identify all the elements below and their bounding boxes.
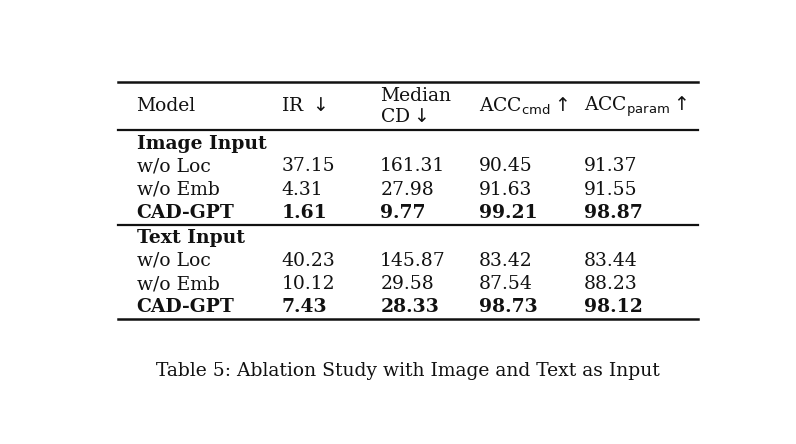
Text: 10.12: 10.12 [282,275,335,293]
Text: w/o Emb: w/o Emb [137,275,220,293]
Text: 83.42: 83.42 [479,252,533,270]
Text: ACC$_{\mathrm{param}}$$\uparrow$: ACC$_{\mathrm{param}}$$\uparrow$ [583,94,687,119]
Text: 91.63: 91.63 [479,181,533,199]
Text: 37.15: 37.15 [282,158,335,175]
Text: CAD-GPT: CAD-GPT [137,204,234,222]
Text: Image Input: Image Input [137,135,267,153]
Text: 99.21: 99.21 [479,204,537,222]
Text: ACC$_{\mathrm{cmd}}$$\uparrow$: ACC$_{\mathrm{cmd}}$$\uparrow$ [479,95,568,117]
Text: 40.23: 40.23 [282,252,335,270]
Text: Median
CD$\downarrow$: Median CD$\downarrow$ [380,87,451,126]
Text: IR $\downarrow$: IR $\downarrow$ [282,97,326,115]
Text: CAD-GPT: CAD-GPT [137,298,234,316]
Text: 98.12: 98.12 [583,298,642,316]
Text: 88.23: 88.23 [583,275,638,293]
Text: 98.87: 98.87 [583,204,642,222]
Text: 90.45: 90.45 [479,158,533,175]
Text: 9.77: 9.77 [380,204,426,222]
Text: w/o Loc: w/o Loc [137,158,210,175]
Text: Text Input: Text Input [137,229,244,247]
Text: 98.73: 98.73 [479,298,537,316]
Text: 161.31: 161.31 [380,158,446,175]
Text: 4.31: 4.31 [282,181,323,199]
Text: 91.37: 91.37 [583,158,638,175]
Text: 91.55: 91.55 [583,181,638,199]
Text: Model: Model [137,97,196,115]
Text: 83.44: 83.44 [583,252,638,270]
Text: 87.54: 87.54 [479,275,533,293]
Text: w/o Loc: w/o Loc [137,252,210,270]
Text: 29.58: 29.58 [380,275,434,293]
Text: 27.98: 27.98 [380,181,434,199]
Text: 145.87: 145.87 [380,252,446,270]
Text: 1.61: 1.61 [282,204,327,222]
Text: 7.43: 7.43 [282,298,327,316]
Text: Table 5: Ablation Study with Image and Text as Input: Table 5: Ablation Study with Image and T… [156,362,660,380]
Text: 28.33: 28.33 [380,298,439,316]
Text: w/o Emb: w/o Emb [137,181,220,199]
